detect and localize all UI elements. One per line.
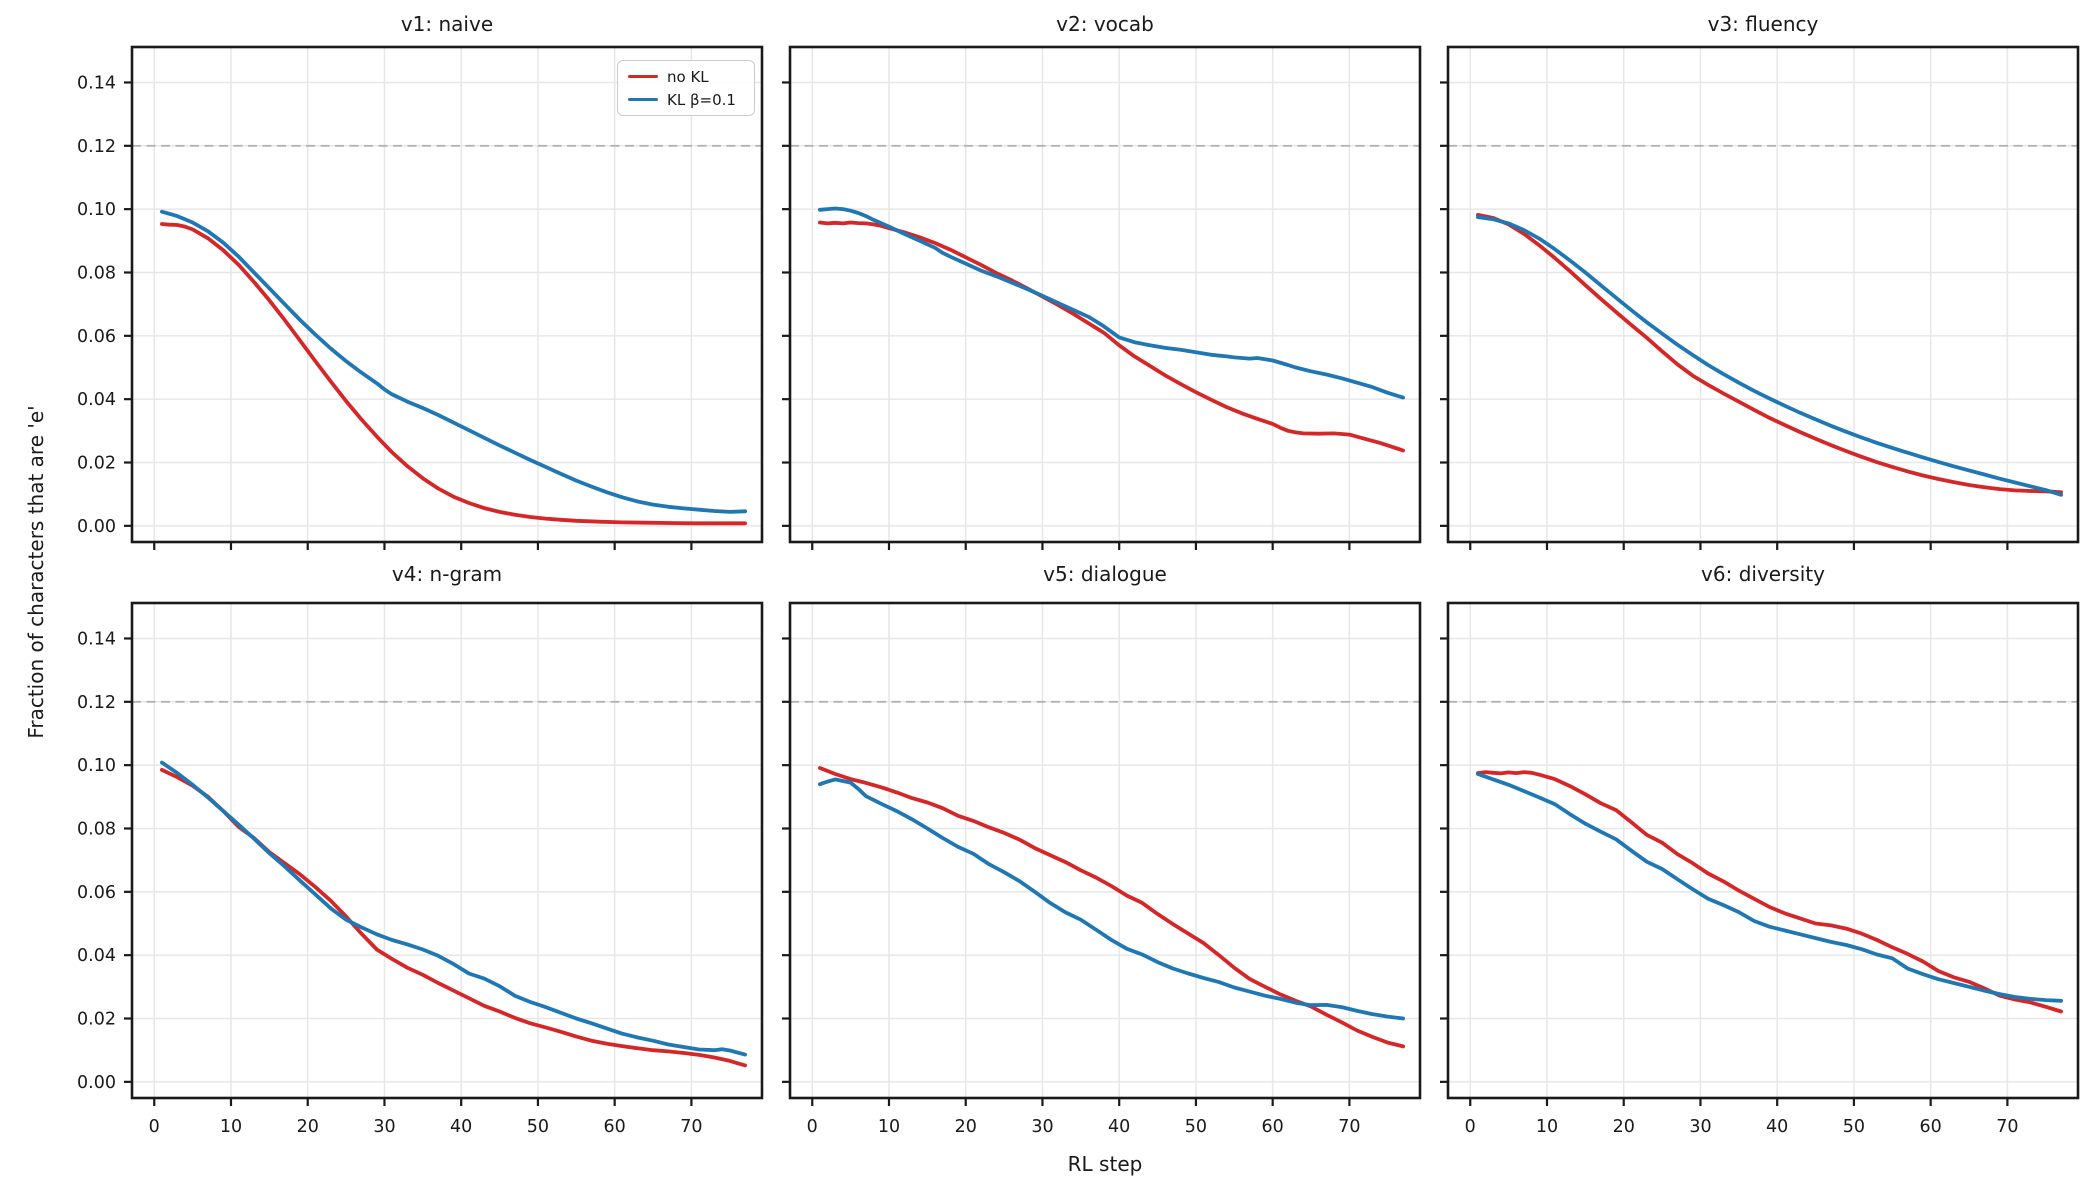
legend-item-kl: KL β=0.1 — [628, 92, 744, 108]
panel-title-v6: v6: diversity — [1701, 562, 1825, 586]
y-tick-label: 0.00 — [77, 517, 116, 537]
axes-frame — [788, 45, 1422, 544]
legend-label: no KL — [667, 67, 709, 86]
series-line-no-kl — [1476, 770, 2064, 1014]
x-tick-label: 20 — [297, 1117, 319, 1137]
panel-title-v2: v2: vocab — [1056, 12, 1154, 36]
series-line-no-kl — [1476, 212, 2064, 495]
x-tick-label: 70 — [1338, 1117, 1360, 1137]
y-tick-label: 0.08 — [77, 819, 116, 839]
y-tick-label: 0.10 — [77, 200, 116, 220]
legend-item-no-kl: no KL — [628, 69, 744, 85]
no-kl-line-swatch — [628, 74, 658, 79]
x-tick-label: 10 — [878, 1117, 900, 1137]
x-tick-label: 40 — [450, 1117, 472, 1137]
x-tick-label: 10 — [220, 1117, 242, 1137]
series-line-kl — [159, 760, 747, 1057]
x-tick-label: 20 — [1613, 1117, 1635, 1137]
x-tick-label: 60 — [1920, 1117, 1942, 1137]
x-tick-label: 50 — [1185, 1117, 1207, 1137]
x-tick-label: 0 — [1465, 1117, 1476, 1137]
y-tick-label: 0.14 — [77, 73, 116, 93]
x-axis-label: RL step — [1067, 1152, 1143, 1176]
legend: no KL KL β=0.1 — [617, 60, 755, 116]
kl-line-swatch — [628, 97, 658, 102]
x-tick-label: 10 — [1536, 1117, 1558, 1137]
y-tick-label: 0.06 — [77, 883, 116, 903]
x-tick-label: 60 — [1262, 1117, 1284, 1137]
x-tick-label: 40 — [1108, 1117, 1130, 1137]
x-tick-label: 0 — [149, 1117, 160, 1137]
y-tick-label: 0.02 — [77, 454, 116, 474]
x-tick-label: 40 — [1766, 1117, 1788, 1137]
panel-title-v5: v5: dialogue — [1043, 562, 1167, 586]
panel-title-v3: v3: fluency — [1707, 12, 1819, 36]
axes-frame — [130, 45, 764, 544]
x-tick-label: 70 — [680, 1117, 702, 1137]
x-tick-label: 50 — [527, 1117, 549, 1137]
legend-label: KL β=0.1 — [667, 90, 736, 109]
y-axis-label: Fraction of characters that are 'e' — [24, 405, 48, 739]
x-tick-label: 20 — [955, 1117, 977, 1137]
x-tick-label: 0 — [807, 1117, 818, 1137]
y-tick-label: 0.04 — [77, 946, 116, 966]
y-tick-label: 0.10 — [77, 756, 116, 776]
y-tick-label: 0.06 — [77, 327, 116, 347]
y-tick-label: 0.12 — [77, 693, 116, 713]
y-tick-label: 0.02 — [77, 1010, 116, 1030]
x-tick-label: 60 — [604, 1117, 626, 1137]
axes-frame — [1446, 45, 2080, 544]
series-line-no-kl — [159, 222, 747, 526]
axes-frame — [1446, 601, 2080, 1100]
axes-frame — [788, 601, 1422, 1100]
x-tick-label: 30 — [373, 1117, 395, 1137]
x-tick-label: 30 — [1689, 1117, 1711, 1137]
y-tick-label: 0.00 — [77, 1073, 116, 1093]
y-tick-label: 0.12 — [77, 137, 116, 157]
axes-frame — [130, 601, 764, 1100]
y-tick-label: 0.04 — [77, 390, 116, 410]
x-tick-label: 30 — [1031, 1117, 1053, 1137]
series-line-no-kl — [818, 220, 1405, 453]
series-line-kl — [1476, 215, 2064, 497]
series-line-kl — [818, 777, 1405, 1021]
panel-title-v1: v1: naive — [400, 12, 494, 36]
series-line-kl — [1476, 772, 2064, 1003]
x-tick-label: 50 — [1843, 1117, 1865, 1137]
panel-title-v4: v4: n-gram — [391, 562, 503, 586]
x-tick-label: 70 — [1996, 1117, 2018, 1137]
y-tick-label: 0.08 — [77, 263, 116, 283]
y-tick-label: 0.14 — [77, 629, 116, 649]
series-line-kl — [159, 209, 747, 514]
series-line-no-kl — [159, 768, 747, 1068]
series-line-kl — [818, 206, 1405, 400]
